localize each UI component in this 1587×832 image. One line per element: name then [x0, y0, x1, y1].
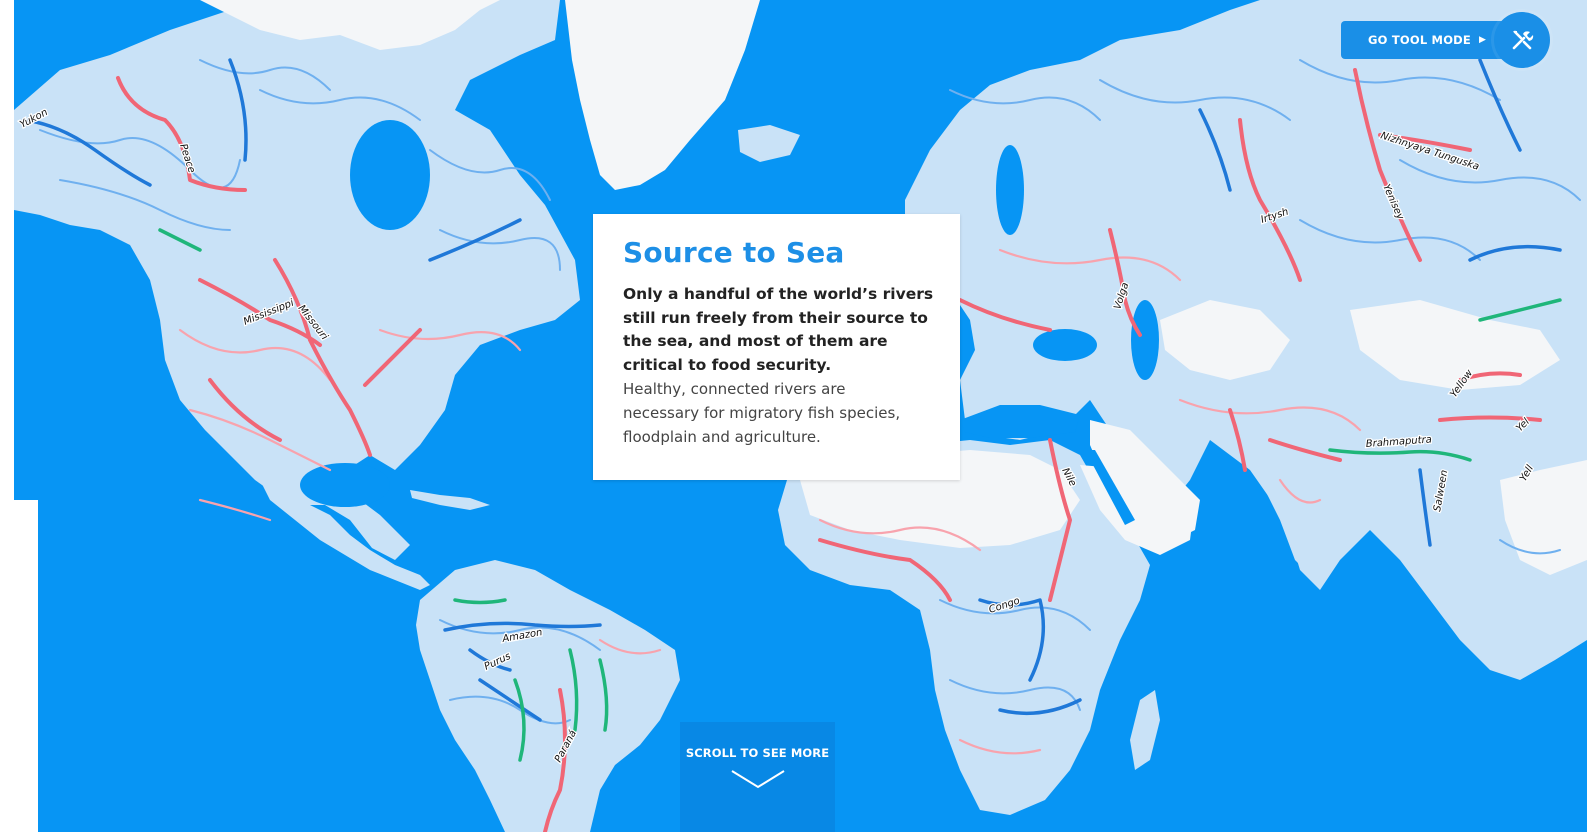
card-title: Source to Sea	[623, 236, 845, 269]
baltic-sea	[996, 145, 1024, 235]
river-siberia-green	[1478, 298, 1562, 322]
river-peace	[116, 76, 247, 192]
land-arctic-islands	[200, 0, 500, 50]
river-amazon-trib-green	[513, 678, 526, 762]
river-network-major	[23, 58, 1562, 832]
land-north-america	[14, 0, 580, 560]
river-yangtze	[1438, 415, 1542, 422]
river-lena	[1478, 58, 1522, 152]
river-indus	[1228, 408, 1247, 472]
go-tool-mode-button[interactable]: GO TOOL MODE ▶	[1341, 12, 1551, 68]
river-yukon	[23, 118, 152, 187]
card-body-text: Healthy, connected rivers are necessary …	[623, 380, 901, 446]
land-central-america	[260, 480, 430, 590]
river-amazon	[443, 621, 602, 632]
go-tool-mode-label: GO TOOL MODE	[1368, 33, 1471, 47]
river-xingu	[568, 648, 579, 732]
river-congo	[978, 598, 1046, 682]
gulf-of-mexico	[300, 463, 390, 507]
land-iceland	[738, 125, 800, 162]
info-card: Source to Sea Only a handful of the worl…	[593, 214, 960, 480]
river-mackenzie	[228, 58, 248, 162]
scroll-to-see-more[interactable]: SCROLL TO SEE MORE	[680, 722, 835, 832]
river-salween	[1418, 468, 1432, 547]
tools-icon[interactable]	[1494, 12, 1551, 68]
river-us-green	[158, 228, 202, 252]
land-india	[1260, 450, 1350, 575]
river-irtysh	[1238, 118, 1302, 282]
land-east-asia-coast	[1500, 460, 1587, 575]
river-nile	[1048, 438, 1072, 602]
river-ganges	[1268, 438, 1342, 462]
card-lead-text: Only a handful of the world’s rivers sti…	[623, 285, 934, 374]
river-network-minor	[39, 59, 1581, 755]
go-tool-mode-pill[interactable]: GO TOOL MODE ▶	[1341, 21, 1519, 59]
river-mississippi	[273, 258, 372, 457]
land-south-america	[416, 560, 680, 832]
land-greenland	[565, 0, 760, 190]
play-arrow-icon: ▶	[1478, 35, 1487, 45]
river-st-lawrence	[428, 218, 522, 262]
river-amur	[1468, 244, 1562, 262]
scroll-hint-label: SCROLL TO SEE MORE	[685, 746, 830, 760]
river-parana	[543, 688, 567, 832]
river-zambezi	[998, 698, 1082, 716]
river-rio-grande	[208, 378, 282, 442]
river-yellow	[1458, 371, 1522, 382]
river-yenisey	[1353, 68, 1422, 262]
river-missouri	[198, 278, 322, 347]
river-brahmaputra	[1328, 448, 1472, 462]
red-sea	[1085, 450, 1135, 525]
caspian-sea	[1131, 300, 1159, 380]
river-ohio	[363, 328, 422, 387]
black-sea	[1033, 329, 1097, 361]
river-niger	[818, 538, 952, 602]
river-nizhnyaya-tunguska	[1378, 133, 1472, 152]
land-caribbean	[410, 490, 490, 510]
river-ob	[1198, 108, 1232, 192]
chevron-down-icon[interactable]	[729, 768, 787, 790]
land-tibet-gobi	[1350, 300, 1560, 390]
river-negro	[453, 598, 507, 605]
river-madeira	[478, 678, 542, 722]
river-danube	[958, 298, 1052, 332]
river-purus	[468, 648, 512, 672]
land-central-asia-dry	[1160, 300, 1290, 380]
river-volga	[1108, 228, 1142, 337]
tools-icon-graphic	[1512, 30, 1534, 50]
hudson-bay	[350, 120, 430, 230]
river-tocantins	[598, 658, 609, 732]
land-madagascar	[1130, 690, 1160, 770]
mediterranean-sea	[960, 405, 1080, 438]
